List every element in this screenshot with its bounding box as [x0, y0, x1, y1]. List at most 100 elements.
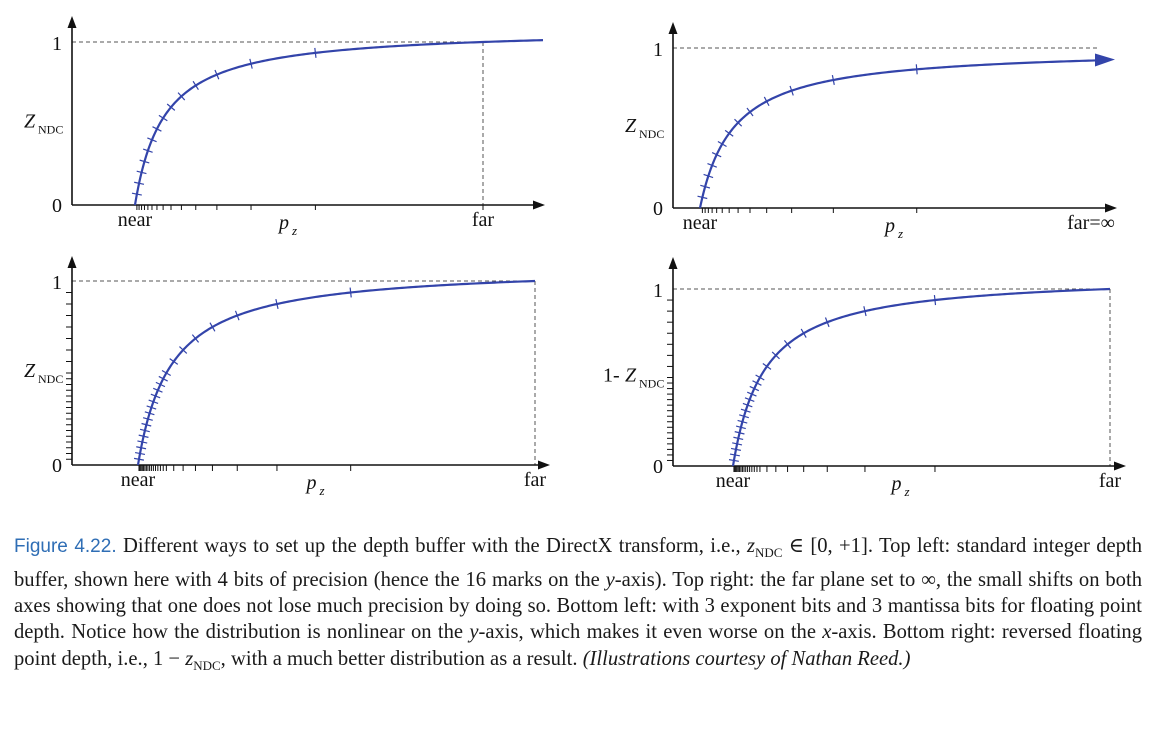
y-axis-label-sub: NDC	[38, 372, 63, 386]
curve-mark	[734, 118, 743, 127]
curve-mark	[137, 440, 148, 444]
caption-text-4: -axis, which makes it even worse on the	[478, 621, 823, 644]
y-axis-label-sub: NDC	[38, 123, 63, 137]
x-tick-near: near	[118, 209, 153, 231]
curve-precision-marks	[728, 295, 937, 462]
curve-mark	[771, 351, 780, 360]
curve-mark	[349, 287, 352, 298]
x-axis-arrow	[1105, 203, 1117, 213]
x-axis-label: p	[890, 473, 902, 495]
curve-mark	[144, 411, 155, 416]
y-axis-arrow	[668, 257, 678, 269]
curve-mark	[717, 140, 727, 148]
curve-mark	[134, 181, 145, 185]
x-axis-arrow	[538, 460, 550, 470]
curve-mark	[763, 96, 770, 107]
curve-mark	[724, 129, 734, 137]
chart-panel-bottom-left: 1 0 near far p z Z NDC	[24, 256, 550, 498]
math-z-ndc-2: z	[185, 647, 194, 670]
y-axis-label: Z	[24, 360, 36, 382]
x-axis-precision-marks	[138, 465, 352, 471]
curve-mark	[166, 103, 176, 111]
chart-panel-top-right: 1 0 near far=∞ p z Z NDC	[625, 22, 1117, 241]
curve-mark	[707, 162, 718, 168]
y-tick-1: 1	[52, 33, 62, 55]
x-tick-near: near	[683, 212, 718, 234]
curve-mark	[141, 422, 152, 427]
x-tick-far: far=∞	[1067, 212, 1115, 234]
chart-panel-top-left: 1 0 near far p z Z NDC	[24, 16, 545, 238]
curve-mark	[158, 375, 168, 382]
y-axis-arrow	[67, 256, 77, 268]
curve-mark	[139, 428, 150, 433]
curve-mark	[762, 363, 772, 370]
curve-mark	[746, 107, 754, 117]
curve-mark	[734, 431, 745, 435]
curve-mark	[824, 317, 830, 328]
curve-mark	[728, 459, 739, 462]
y-axis-label: Z	[625, 365, 637, 387]
curve-mark	[133, 457, 145, 461]
y-axis-precision-marks	[667, 299, 673, 461]
x-tick-near: near	[121, 469, 156, 491]
curve-mark	[711, 152, 722, 158]
y-axis-label-sub: NDC	[639, 377, 664, 391]
x-axis-precision-marks	[733, 466, 936, 472]
y-tick-1: 1	[653, 280, 663, 302]
curve-mark	[152, 126, 162, 132]
curve-mark	[703, 173, 714, 179]
curve-mark	[148, 399, 159, 404]
x-axis-label: p	[277, 212, 289, 234]
curve-mark	[739, 414, 749, 419]
curve-mark	[161, 369, 171, 377]
x-axis-label-sub: z	[319, 483, 325, 498]
curve-mark	[136, 170, 147, 175]
x-tick-near: near	[716, 470, 751, 492]
curve-mark	[135, 451, 146, 456]
curve-mark	[697, 195, 708, 200]
math-x: x	[822, 621, 832, 644]
curve-mark	[179, 346, 188, 354]
curve-mark	[730, 447, 741, 451]
y-axis-precision-marks	[66, 292, 72, 460]
math-y-1: y	[605, 568, 615, 591]
caption-text-1: Different ways to set up the depth buffe…	[116, 535, 747, 557]
curve-mark	[740, 408, 751, 413]
curve-precision-marks	[131, 47, 317, 196]
curve-mark	[234, 310, 240, 321]
y-axis-label: Z	[24, 111, 36, 133]
x-axis-precision-marks	[701, 208, 918, 213]
caption-text-3: -axis). Top right: the far plane set to …	[14, 568, 1142, 644]
curve-mark	[800, 328, 807, 338]
curve-mark	[744, 397, 755, 402]
curve-mark	[209, 322, 216, 332]
curve-mark	[737, 419, 748, 424]
math-range: ∈ [0, +1].	[782, 535, 873, 557]
curve-mark	[150, 393, 161, 399]
curve-precision-marks	[133, 287, 352, 461]
curve-precision-marks	[697, 64, 918, 200]
curve-mark	[147, 137, 157, 143]
math-y-2: y	[469, 621, 479, 644]
x-tick-far: far	[524, 469, 547, 491]
curve-mark	[214, 69, 220, 80]
curve-mark	[729, 453, 740, 457]
curve-mark	[732, 442, 743, 446]
curve-mark	[742, 402, 753, 408]
x-axis-label: p	[305, 472, 317, 494]
curve-arrow	[1095, 53, 1115, 67]
curve-mark	[752, 380, 762, 386]
curve-mark	[700, 184, 711, 189]
x-axis-arrow	[1114, 461, 1126, 471]
x-axis-label: p	[883, 215, 895, 237]
y-tick-1: 1	[52, 272, 62, 294]
depth-curve	[136, 279, 536, 466]
curve-mark	[192, 80, 199, 91]
curve-mark	[915, 64, 918, 75]
caption-text-2: Top left: standard integer depth buffer,…	[14, 535, 1142, 591]
x-axis-label-sub: z	[904, 484, 910, 499]
curve-mark	[749, 385, 760, 392]
curve-mark	[142, 417, 153, 421]
y-axis-label-sub: NDC	[639, 127, 664, 141]
